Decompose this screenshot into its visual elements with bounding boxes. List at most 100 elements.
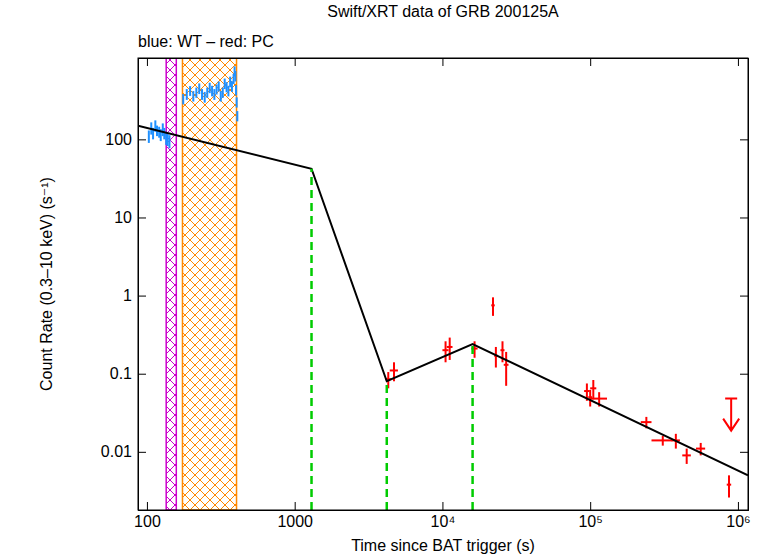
tick-mark	[442, 58, 443, 66]
error-bar	[163, 128, 165, 139]
error-bar	[728, 475, 730, 497]
error-bar	[505, 352, 507, 386]
tick-mark	[740, 139, 748, 140]
error-bar	[182, 94, 184, 104]
x-error-bar	[442, 349, 448, 351]
x-error-bar	[491, 304, 495, 306]
error-bar	[236, 111, 238, 121]
fit-line	[138, 126, 748, 476]
plot-frame	[138, 58, 748, 510]
error-bar	[195, 88, 197, 98]
tick-mark	[740, 217, 748, 218]
break-line	[471, 344, 474, 510]
tick-mark	[740, 374, 748, 375]
shaded-region	[182, 58, 236, 510]
title: Swift/XRT data of GRB 200125A	[327, 3, 559, 20]
tick	[740, 296, 748, 297]
tick-mark	[590, 502, 591, 510]
tick: 10⁶	[726, 502, 750, 530]
error-bar	[201, 89, 203, 100]
tick-mark	[138, 296, 146, 297]
axis-line	[139, 502, 749, 511]
error-bar	[186, 89, 188, 100]
plot-area	[138, 58, 748, 510]
y-axis-title: Count Rate (0.3–10 keV) (s⁻¹)	[38, 177, 55, 391]
tick: 0.1	[110, 365, 146, 382]
x-error-bar	[504, 364, 509, 366]
tick: 1000	[277, 502, 313, 530]
tick	[740, 374, 748, 375]
y-axis: 0.01 0.1 1 10 100	[101, 59, 146, 511]
tick-mark	[138, 374, 146, 375]
chart: 100 1000 10⁴ 10⁵ 10⁶ 0.01 0.1 1 10 100 Swift/XRT d…	[0, 0, 768, 558]
tick	[740, 217, 748, 218]
tick-label: 10⁵	[578, 513, 602, 530]
tick-label: 0.1	[110, 365, 132, 382]
tick: 10⁵	[578, 502, 602, 530]
tick: 10⁴	[431, 502, 456, 530]
tick	[740, 452, 748, 453]
series-vline	[312, 169, 473, 510]
error-bar	[492, 297, 494, 316]
x-error-bar	[590, 398, 607, 400]
tick	[442, 58, 443, 66]
series-scatter	[149, 66, 237, 148]
tick	[295, 58, 296, 66]
error-bar	[445, 341, 447, 362]
tick-mark	[295, 502, 296, 510]
tick-mark	[738, 502, 739, 510]
error-bar	[220, 91, 222, 101]
error-bar	[192, 91, 194, 101]
x-error-bar	[500, 349, 504, 351]
x-axis-title: Time since BAT trigger (s)	[351, 537, 535, 554]
x-error-bar	[390, 369, 398, 371]
tick: 10	[114, 209, 146, 226]
tick: 0.01	[101, 443, 146, 460]
x-error-bar	[696, 448, 705, 450]
axis-line	[139, 59, 749, 67]
tick-mark	[147, 58, 148, 66]
tick	[740, 139, 748, 140]
x-axis: 100100010⁴10⁵10⁶	[134, 502, 751, 530]
series-line	[138, 126, 748, 476]
tick-mark	[442, 502, 443, 510]
error-bar	[204, 92, 206, 103]
error-bar	[235, 85, 237, 95]
tick-mark	[295, 58, 296, 66]
tick-label: 0.01	[101, 443, 132, 460]
tick: 100	[105, 131, 146, 148]
error-bar	[213, 89, 215, 100]
x-error-bar	[447, 346, 453, 348]
error-bar	[168, 135, 170, 148]
tick-label: 10	[114, 209, 132, 226]
subtitle: blue: WT – red: PC	[138, 33, 274, 50]
error-bar	[222, 88, 224, 98]
series-scatter	[385, 297, 731, 497]
error-bar	[592, 380, 594, 399]
tick-mark	[740, 296, 748, 297]
error-bar	[216, 84, 218, 94]
axis-line	[740, 59, 749, 511]
axis-line	[139, 59, 147, 511]
tick-label: 10⁶	[726, 513, 750, 530]
tick-mark	[138, 452, 146, 453]
x-axis-top	[139, 58, 749, 66]
break-line	[310, 169, 313, 510]
error-bar	[218, 82, 220, 92]
shaded-region	[166, 58, 176, 510]
upper-limit	[723, 399, 739, 431]
tick-mark	[740, 452, 748, 453]
tick-mark	[138, 139, 146, 140]
tick-label: 1000	[277, 513, 313, 530]
error-bar	[211, 86, 213, 97]
y-axis-right	[740, 59, 749, 511]
error-bar	[229, 77, 231, 88]
tick-mark	[590, 58, 591, 66]
tick	[147, 58, 148, 66]
x-error-bar	[682, 454, 691, 456]
background	[0, 0, 768, 558]
tick	[738, 58, 739, 66]
error-bar	[227, 86, 229, 97]
tick: 1	[123, 287, 146, 304]
error-bar	[449, 338, 451, 360]
